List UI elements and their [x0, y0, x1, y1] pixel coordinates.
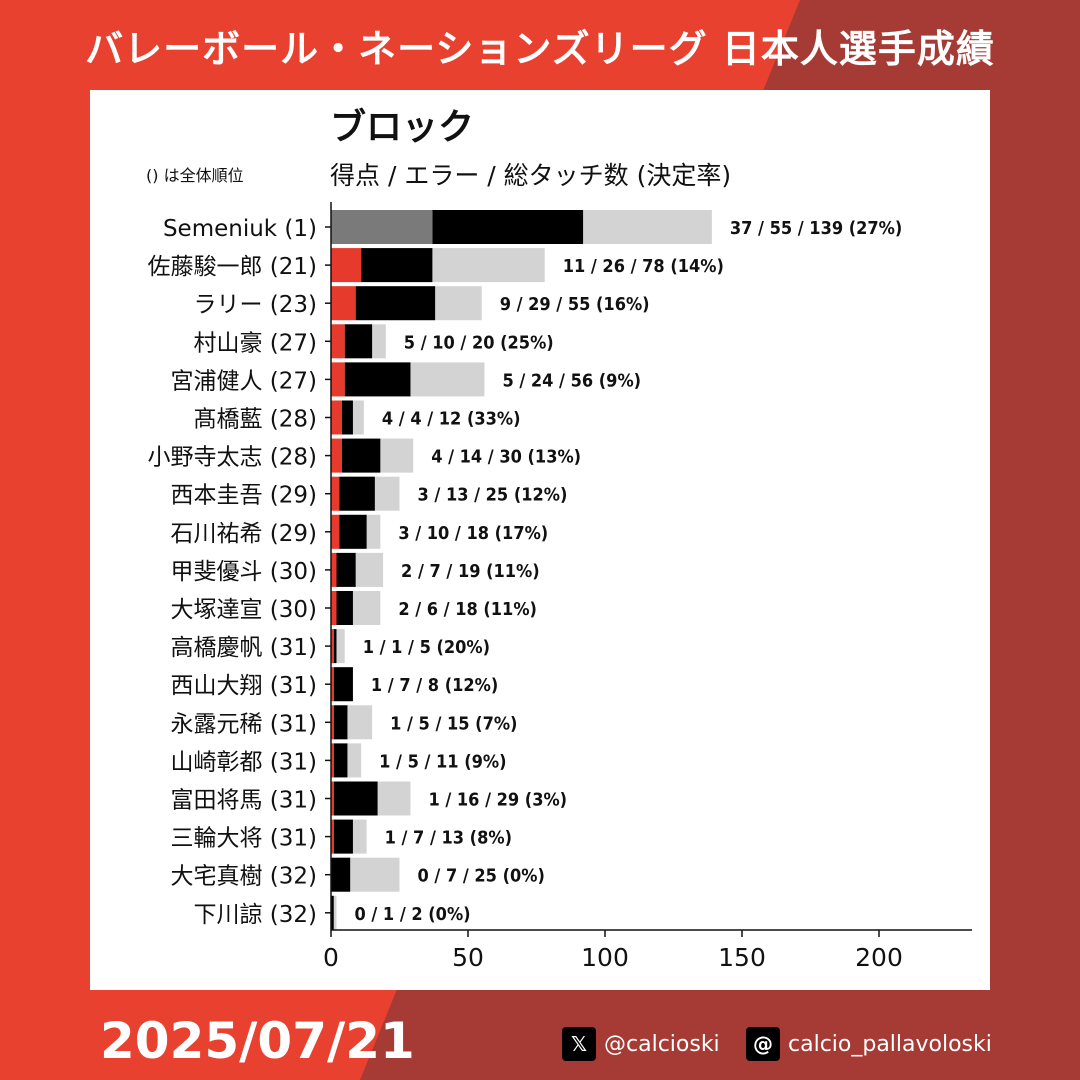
category-label: 甲斐優斗 (30) — [170, 559, 317, 585]
category-label: 三輪大将 (31) — [170, 826, 317, 852]
bar-errors — [336, 591, 353, 625]
bar-errors — [432, 210, 584, 244]
chart-note: () は全体順位 — [146, 166, 244, 185]
data-label: 3 / 13 / 25 (12%) — [418, 485, 568, 506]
bar-errors — [355, 286, 436, 321]
data-label: 11 / 26 / 78 (14%) — [563, 256, 724, 277]
bar-points — [331, 667, 334, 702]
x-account[interactable]: 𝕏 @calcioski — [562, 1026, 720, 1062]
page-title: バレーボール・ネーションズリーグ 日本人選手成績 — [85, 27, 995, 71]
bar-errors — [333, 819, 353, 854]
bar-errors — [331, 857, 351, 892]
threads-account[interactable]: @ calcio_pallavoloski — [746, 1026, 992, 1062]
data-label: 5 / 24 / 56 (9%) — [502, 370, 641, 391]
x-tick-label: 200 — [855, 943, 903, 972]
bar-errors — [333, 705, 348, 740]
category-label: 西山大翔 (31) — [170, 673, 317, 699]
data-label: 4 / 4 / 12 (33%) — [382, 409, 521, 430]
bar-points — [331, 705, 334, 740]
category-label: 小野寺太志 (28) — [147, 445, 317, 471]
data-label: 1 / 1 / 5 (20%) — [363, 637, 490, 658]
bar-points — [331, 743, 334, 778]
category-label: 村山豪 (27) — [193, 330, 317, 356]
category-label: 佐藤駿一郎 (21) — [147, 254, 317, 280]
bar-errors — [344, 324, 373, 359]
data-label: 4 / 14 / 30 (13%) — [431, 447, 581, 468]
x-tick-label: 50 — [452, 943, 484, 972]
category-label: 下川諒 (32) — [193, 902, 317, 928]
bar-errors — [336, 552, 356, 587]
bar-points — [331, 781, 334, 816]
bar-errors — [341, 400, 353, 435]
threads-logo-icon: @ — [746, 1027, 780, 1061]
bar-points — [331, 286, 356, 321]
data-label: 1 / 7 / 8 (12%) — [371, 675, 498, 696]
bar-errors — [333, 781, 378, 816]
chart-title: ブロック — [330, 107, 475, 148]
category-label: 山崎彰都 (31) — [170, 749, 317, 775]
category-label: 石川祐希 (29) — [170, 521, 317, 547]
data-label: 2 / 6 / 18 (11%) — [398, 599, 537, 620]
data-label: 2 / 7 / 19 (11%) — [401, 561, 540, 582]
category-label: 高橋慶帆 (31) — [170, 635, 317, 661]
bar-errors — [331, 895, 334, 930]
x-handle: @calcioski — [604, 1031, 720, 1057]
bar-errors — [333, 743, 348, 778]
bar-points — [331, 210, 433, 244]
category-label: 富田将馬 (31) — [170, 788, 317, 814]
bar-errors — [339, 514, 367, 549]
data-label: 0 / 1 / 2 (0%) — [354, 904, 470, 925]
bar-points — [331, 324, 345, 359]
bar-points — [331, 629, 334, 664]
bar-errors — [333, 667, 353, 702]
data-label: 9 / 29 / 55 (16%) — [500, 294, 650, 315]
data-label: 1 / 5 / 15 (7%) — [390, 713, 517, 734]
chart-subtitle: 得点 / エラー / 総タッチ数 (決定率) — [330, 161, 732, 190]
threads-handle: calcio_pallavoloski — [788, 1031, 992, 1057]
bar-points — [331, 362, 345, 397]
category-label: 大塚達宣 (30) — [170, 597, 317, 623]
bar-points — [331, 514, 340, 549]
data-label: 1 / 5 / 11 (9%) — [379, 751, 506, 772]
bar-errors — [333, 629, 337, 664]
x-tick-label: 150 — [718, 943, 766, 972]
category-label: 宮浦健人 (27) — [170, 368, 317, 394]
bar-errors — [341, 438, 381, 473]
bar-points — [331, 248, 362, 283]
bar-points — [331, 400, 342, 435]
x-tick-label: 0 — [323, 943, 339, 972]
x-logo-icon: 𝕏 — [562, 1027, 596, 1061]
bar-errors — [339, 476, 375, 511]
category-label: 永露元稀 (31) — [170, 711, 317, 737]
bar-errors — [344, 362, 411, 397]
category-label: Semeniuk (1) — [163, 216, 317, 242]
data-label: 3 / 10 / 18 (17%) — [398, 523, 548, 544]
data-label: 1 / 7 / 13 (8%) — [385, 828, 512, 849]
x-tick-label: 100 — [581, 943, 629, 972]
data-label: 37 / 55 / 139 (27%) — [730, 218, 902, 239]
bar-points — [331, 819, 334, 854]
category-label: 西本圭吾 (29) — [170, 483, 317, 509]
category-label: 大宅真樹 (32) — [170, 864, 317, 890]
bar-points — [331, 438, 342, 473]
category-label: ラリー (23) — [193, 292, 317, 318]
data-label: 1 / 16 / 29 (3%) — [428, 790, 567, 811]
data-label: 0 / 7 / 25 (0%) — [418, 866, 545, 887]
bar-points — [331, 476, 340, 511]
footer-date: 2025/07/21 — [100, 1012, 415, 1070]
bar-errors — [361, 248, 433, 283]
bar-points — [331, 552, 337, 587]
bar-points — [331, 591, 337, 625]
category-label: 髙橋藍 (28) — [193, 407, 317, 433]
data-label: 5 / 10 / 20 (25%) — [404, 332, 554, 353]
